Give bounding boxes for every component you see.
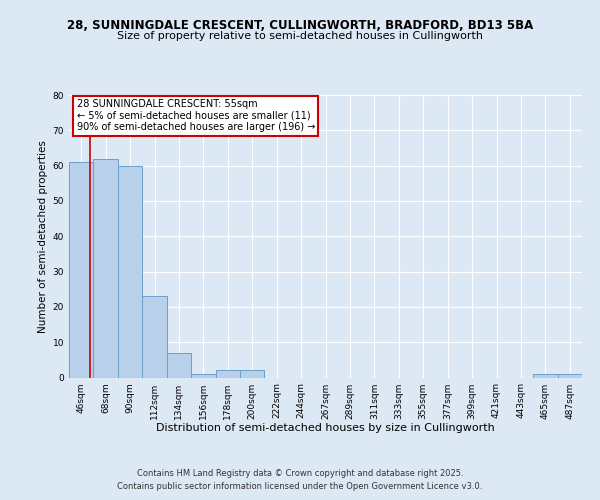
Bar [533, 374, 557, 378]
Bar [94, 158, 118, 378]
Text: Size of property relative to semi-detached houses in Cullingworth: Size of property relative to semi-detach… [117, 31, 483, 41]
Bar [215, 370, 240, 378]
Y-axis label: Number of semi-detached properties: Number of semi-detached properties [38, 140, 49, 332]
Bar [118, 166, 142, 378]
Bar [167, 353, 191, 378]
Text: 28, SUNNINGDALE CRESCENT, CULLINGWORTH, BRADFORD, BD13 5BA: 28, SUNNINGDALE CRESCENT, CULLINGWORTH, … [67, 19, 533, 32]
Bar [191, 374, 215, 378]
Bar [69, 162, 94, 378]
X-axis label: Distribution of semi-detached houses by size in Cullingworth: Distribution of semi-detached houses by … [156, 423, 495, 433]
Bar [142, 296, 167, 378]
Bar [557, 374, 582, 378]
Text: Contains HM Land Registry data © Crown copyright and database right 2025.
Contai: Contains HM Land Registry data © Crown c… [118, 470, 482, 491]
Bar [240, 370, 265, 378]
Text: 28 SUNNINGDALE CRESCENT: 55sqm
← 5% of semi-detached houses are smaller (11)
90%: 28 SUNNINGDALE CRESCENT: 55sqm ← 5% of s… [77, 99, 315, 132]
